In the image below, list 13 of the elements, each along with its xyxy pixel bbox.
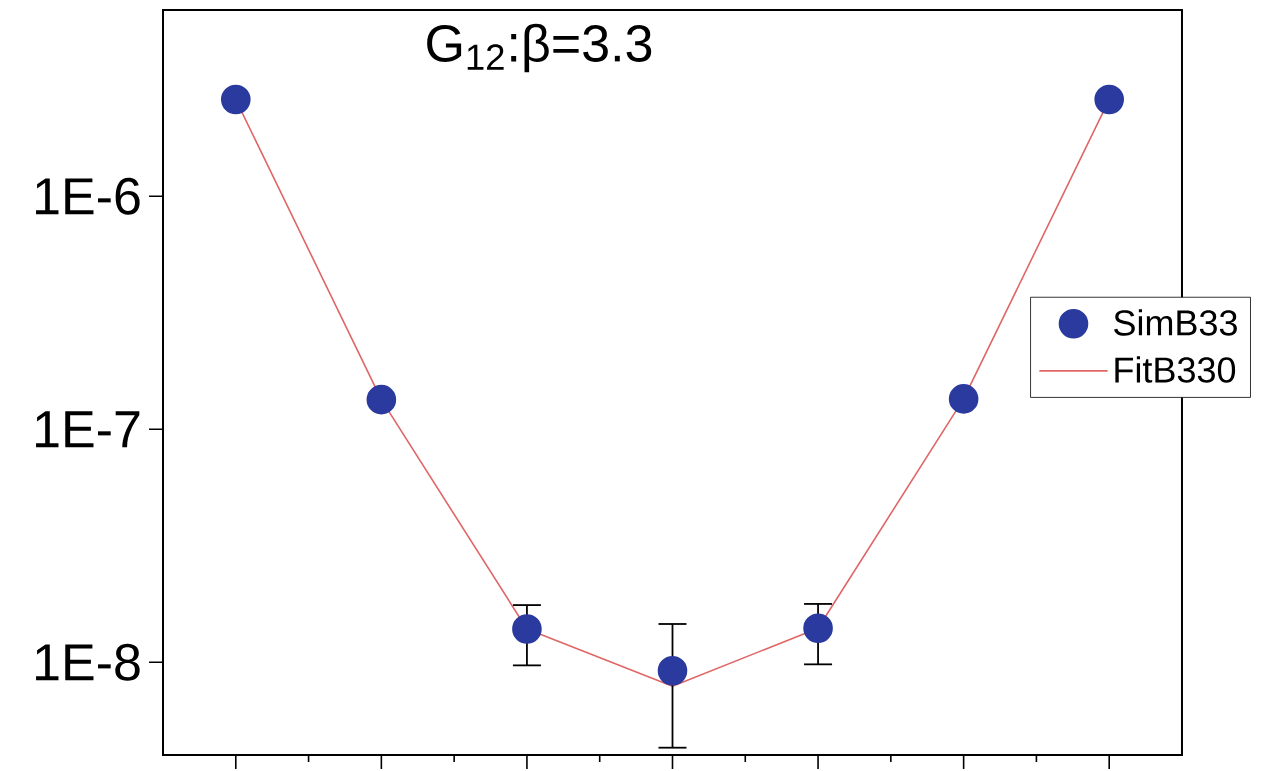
point xyxy=(1094,84,1124,115)
y-tick-label: 1E-7 xyxy=(36,411,140,448)
y-tick-label: 1E-8 xyxy=(36,643,140,681)
point xyxy=(512,614,542,644)
legend-label: SimB33 xyxy=(1114,309,1237,336)
y-tick-label: 1E-6 xyxy=(36,177,140,215)
point xyxy=(657,655,688,686)
chart-title: G$_{12}$:β=3.3 xyxy=(427,23,652,73)
point xyxy=(803,613,833,644)
point xyxy=(948,384,979,414)
legend-label: FitB330 xyxy=(1115,356,1236,383)
point xyxy=(366,384,397,415)
point xyxy=(220,84,251,115)
